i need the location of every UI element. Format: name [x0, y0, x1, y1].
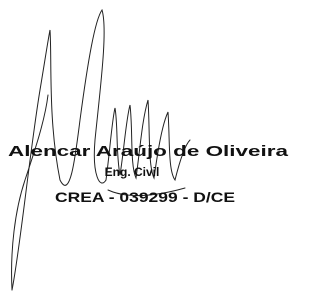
signer-registration: CREA - 039299 - D/CE	[55, 189, 235, 205]
signer-name: Alencar Araújo de Oliveira	[8, 143, 289, 160]
page: Alencar Araújo de Oliveira Eng. Civil CR…	[0, 0, 291, 300]
signature-block: Alencar Araújo de Oliveira Eng. Civil CR…	[0, 0, 291, 300]
signer-title: Eng. Civil	[105, 165, 160, 179]
